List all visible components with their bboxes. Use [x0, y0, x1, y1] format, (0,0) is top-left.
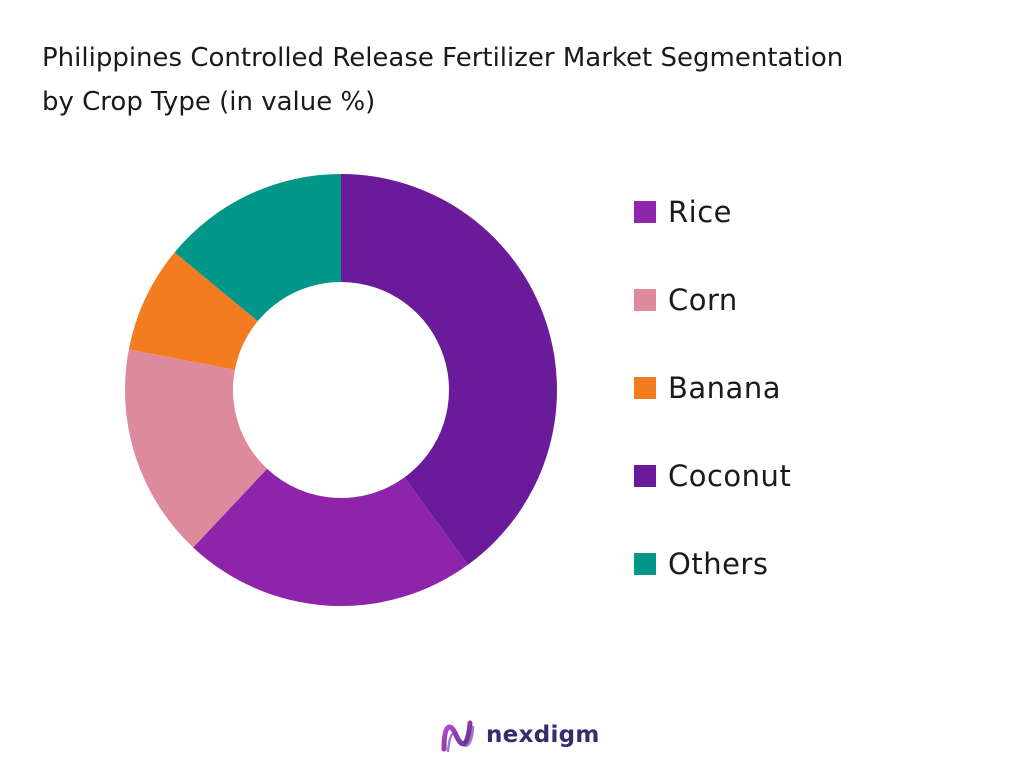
chart-title: Philippines Controlled Release Fertilize…: [42, 36, 1017, 124]
legend-swatch: [634, 553, 656, 575]
legend-swatch: [634, 377, 656, 399]
brand-footer: nexdigm: [440, 712, 600, 758]
legend-swatch: [634, 465, 656, 487]
legend-item-rice: Rice: [634, 190, 732, 234]
nexdigm-logo-icon: [441, 720, 475, 753]
donut-slice-others: [174, 174, 341, 322]
chart-title-line-2: by Crop Type (in value %): [42, 87, 376, 117]
brand-name: nexdigm: [486, 722, 600, 748]
donut-slice-banana: [128, 252, 258, 370]
legend-item-coconut: Coconut: [634, 454, 791, 498]
legend-item-others: Others: [634, 542, 768, 586]
donut-slice-rice: [193, 468, 468, 606]
chart-title-line-1: Philippines Controlled Release Fertilize…: [42, 43, 844, 73]
donut-slice-coconut: [341, 174, 557, 565]
legend-item-banana: Banana: [634, 366, 781, 410]
legend-label: Banana: [668, 371, 781, 405]
legend-swatch: [634, 201, 656, 223]
legend-label: Coconut: [668, 459, 792, 493]
legend-item-corn: Corn: [634, 278, 738, 322]
legend-label: Corn: [668, 283, 738, 317]
legend-label: Others: [668, 547, 769, 581]
donut-slice-corn: [125, 349, 268, 548]
legend-label: Rice: [668, 195, 732, 229]
legend-swatch: [634, 289, 656, 311]
